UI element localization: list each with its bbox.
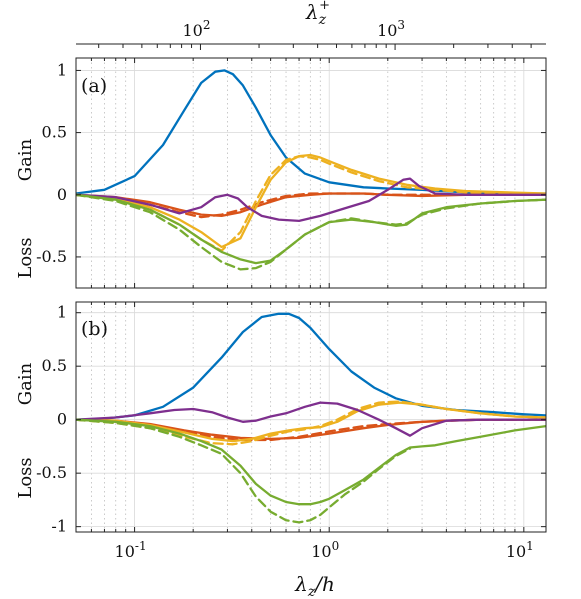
top-axis-label-main: λ — [305, 0, 319, 24]
plot-frame — [75, 301, 547, 533]
series-line-7 — [76, 193, 546, 271]
series-line-0 — [76, 69, 546, 195]
top-axis-label-sub: z — [318, 12, 327, 28]
series-line-1 — [76, 418, 546, 441]
loss-label: Loss — [15, 237, 36, 278]
x-axis-label-main: λ — [294, 572, 308, 596]
top-axis-label-sup: + — [319, 0, 330, 13]
x-tick-label: 10-1 — [115, 539, 147, 561]
top-axis: 102 103 — [76, 18, 546, 50]
y-tick-label: 0.5 — [42, 123, 67, 142]
top-axis-label: λz+ — [305, 0, 330, 28]
panel-a: 1 0.5 0 -0.5 (a) Gain Loss — [15, 57, 547, 289]
series-line-0 — [76, 312, 546, 421]
y-tick-label: 0 — [57, 410, 67, 429]
series-line-5 — [76, 401, 546, 437]
y-tick-label: -1 — [51, 517, 67, 536]
gain-label: Gain — [15, 362, 36, 405]
x-tick-label: 101 — [506, 539, 534, 561]
gain-label: Gain — [15, 138, 36, 181]
series-line-2 — [76, 192, 546, 219]
panel-label: (b) — [81, 318, 108, 340]
y-tick-label: 1 — [57, 303, 67, 322]
x-axis-label-sub: z — [307, 584, 316, 599]
x-axis-label: λz/h — [294, 572, 335, 599]
loss-label: Loss — [15, 457, 36, 498]
top-tick-label: 103 — [377, 18, 405, 40]
y-tick-label: 0 — [57, 185, 67, 204]
y-tick-label: -0.5 — [36, 463, 67, 482]
series-line-7 — [76, 418, 412, 524]
plot-frame — [75, 57, 547, 289]
x-axis-label-suffix: /h — [313, 572, 335, 596]
y-tick-label: 1 — [57, 60, 67, 79]
panel-label: (a) — [81, 75, 107, 97]
y-tick-label: -0.5 — [36, 247, 67, 266]
series-line-6 — [76, 418, 546, 506]
top-tick-label: 102 — [182, 18, 210, 40]
series-line-5 — [76, 177, 546, 223]
x-tick-label: 100 — [311, 539, 339, 561]
panel-b: 1 0.5 0 -0.5 -1 (b) Gain Loss 10-1 100 101 — [15, 301, 547, 561]
y-tick-label: 0.5 — [42, 356, 67, 375]
